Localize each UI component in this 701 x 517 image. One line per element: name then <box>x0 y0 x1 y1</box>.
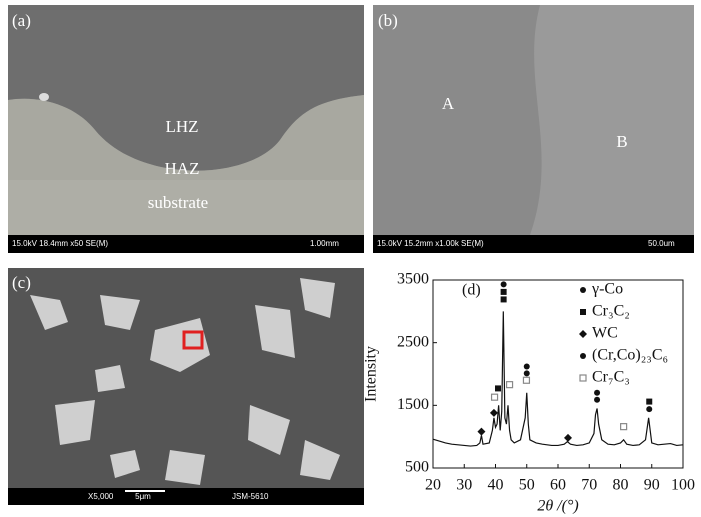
legend-label: WC <box>592 325 618 342</box>
info-text: 15.0kV 18.4mm x50 SE(M) <box>12 239 108 248</box>
x-axis-title: 2θ /(°) <box>537 498 578 515</box>
y-axis-title: Intensity <box>363 346 380 402</box>
panel-label: (a) <box>12 11 31 30</box>
info-bar <box>8 488 364 505</box>
zone-label: substrate <box>148 193 208 212</box>
marker <box>579 330 587 338</box>
zone-label: LHZ <box>165 117 198 136</box>
marker <box>492 394 498 400</box>
legend-label: Cr₃C₂ <box>592 303 630 320</box>
marker <box>580 353 586 359</box>
panel-label: (d) <box>462 282 481 299</box>
legend-label: (Cr,Co)₂₃C₆ <box>592 347 668 364</box>
x-tick-label: 70 <box>581 477 597 494</box>
marker <box>621 424 627 430</box>
panel-label: (c) <box>12 273 31 292</box>
marker <box>580 375 586 381</box>
scale-text: 5μm <box>135 492 151 501</box>
scale-text: 1.00mm <box>310 239 339 248</box>
x-tick-label: 40 <box>488 477 504 494</box>
xrd-chart: (d) 2θ /(°) Intensity 20 30 40 50 60 70 80 90 10… <box>363 271 695 515</box>
info-text: 15.0kV 15.2mm x1.00k SE(M) <box>377 239 484 248</box>
legend-label: γ-Co <box>591 281 623 298</box>
y-tick-label: 2500 <box>397 333 429 350</box>
x-tick-label: 60 <box>550 477 566 494</box>
legend-label: Cr₇C₃ <box>592 369 630 386</box>
scale-text: 50.0um <box>648 239 675 248</box>
marker <box>646 406 652 412</box>
x-tick-label: 20 <box>425 477 441 494</box>
marker <box>501 281 507 287</box>
marker <box>501 296 507 302</box>
marker <box>507 382 513 388</box>
marker <box>501 289 507 295</box>
panel-b: (b) A B 15.0kV 15.2mm x1.00k SE(M) 50.0u… <box>373 5 694 253</box>
panel-a: (a) LHZ HAZ substrate 15.0kV 18.4mm x50 … <box>8 5 364 253</box>
figure: (a) LHZ HAZ substrate 15.0kV 18.4mm x50 … <box>0 0 701 517</box>
x-tick-label: 30 <box>456 477 472 494</box>
panel-label: (b) <box>378 11 398 30</box>
marker <box>594 397 600 403</box>
info-text: X5,000 <box>88 492 114 501</box>
instrument-text: JSM-5610 <box>232 492 269 501</box>
y-tick-label: 3500 <box>397 271 429 288</box>
region-label: A <box>442 94 455 113</box>
y-tick-label: 500 <box>405 459 429 476</box>
marker <box>594 390 600 396</box>
x-tick-label: 80 <box>613 477 629 494</box>
zone-label: HAZ <box>165 159 200 178</box>
marker <box>580 287 586 293</box>
page: {"panels": { "a": {"label": "(a)", "zone… <box>0 0 701 517</box>
region-label: B <box>616 132 627 151</box>
marker <box>524 363 530 369</box>
x-tick-label: 90 <box>644 477 660 494</box>
marker <box>564 434 572 442</box>
pore <box>39 93 49 101</box>
marker <box>477 428 485 436</box>
marker <box>495 385 501 391</box>
marker <box>523 377 529 383</box>
y-tick-label: 1500 <box>397 396 429 413</box>
marker <box>580 309 586 315</box>
marker <box>490 409 498 417</box>
region-b <box>530 5 694 235</box>
panel-c: (c) X5,000 5μm JSM-5610 <box>8 268 364 505</box>
marker <box>524 370 530 376</box>
xrd-curve <box>433 311 683 446</box>
x-tick-label: 100 <box>671 477 695 494</box>
x-tick-label: 50 <box>519 477 535 494</box>
marker <box>646 399 652 405</box>
